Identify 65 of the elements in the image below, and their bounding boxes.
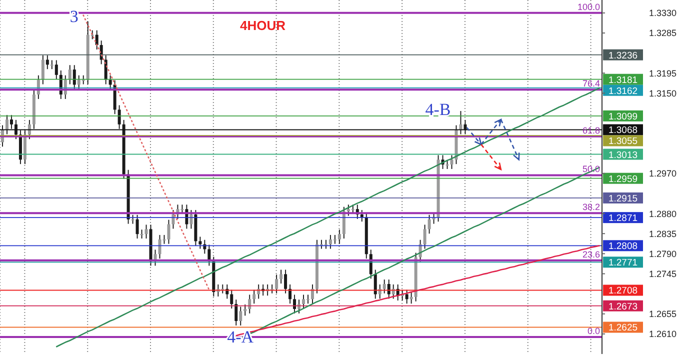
candlestick <box>450 154 454 170</box>
ref-line-label: 1.2808 <box>608 241 638 252</box>
candlestick <box>275 274 278 294</box>
candlestick <box>423 224 426 250</box>
y-tick-label: 1.2790 <box>649 248 677 259</box>
ref-line-label: 1.2625 <box>608 322 638 334</box>
candlestick <box>108 74 112 90</box>
candlestick <box>405 289 408 304</box>
candlestick <box>284 269 288 294</box>
y-tick-label: 1.2655 <box>649 309 677 320</box>
y-tick-label: 1.2835 <box>649 228 677 239</box>
candlestick <box>459 110 462 135</box>
y-tick-label: 1.2880 <box>649 208 677 219</box>
candlestick <box>428 214 431 234</box>
candlestick <box>226 284 229 300</box>
ref-line-label: 1.3013 <box>608 150 638 161</box>
ref-line-label: 1.3099 <box>608 111 638 122</box>
ref-line-label: 1.3162 <box>608 86 638 97</box>
ref-line-label: 1.3068 <box>608 125 638 136</box>
candlestick <box>360 209 364 222</box>
candlestick <box>198 236 202 250</box>
ref-line-label: 1.2708 <box>608 286 638 297</box>
y-tick-label: 1.2970 <box>649 168 677 179</box>
candlestick <box>167 219 170 244</box>
candlestick <box>46 54 49 70</box>
annotation: 4-B <box>425 100 451 120</box>
candlestick <box>293 294 296 314</box>
ref-line-label: 1.3055 <box>608 136 638 148</box>
candlestick <box>158 234 162 260</box>
ref-line-label: 1.2673 <box>608 301 638 312</box>
annotation: 0.0 <box>587 326 600 336</box>
y-tick-label: 1.3150 <box>649 88 677 98</box>
line-series <box>56 87 600 348</box>
ref-line-label: 1.2959 <box>608 174 638 185</box>
candlestick <box>387 279 390 300</box>
candlestick <box>288 284 292 304</box>
annotation: 100.0 <box>577 2 600 12</box>
candlestick <box>172 209 175 230</box>
y-tick-label: 1.3195 <box>649 68 677 78</box>
y-tick-label: 1.3330 <box>649 8 677 18</box>
annotation: 76.4 <box>582 78 600 89</box>
candlestick <box>252 289 256 304</box>
candlestick <box>234 299 238 326</box>
y-tick-label: 1.3285 <box>649 28 677 38</box>
y-tick-label: 1.2610 <box>649 329 677 340</box>
candlestick <box>54 60 58 80</box>
candlestick <box>28 119 31 140</box>
candlestick <box>136 214 139 240</box>
ref-line-label: 1.2871 <box>608 213 638 224</box>
ref-line-label: 1.2771 <box>608 258 638 269</box>
candlestick <box>374 269 377 300</box>
candlestick <box>95 30 98 50</box>
annotation: 23.6 <box>582 249 600 260</box>
candlestick <box>257 284 260 300</box>
ref-line-label: 1.2915 <box>608 193 638 204</box>
candlestick <box>248 294 252 314</box>
candlestick <box>338 229 341 244</box>
y-tick-label: 1.2745 <box>649 268 677 279</box>
annotation: 38.2 <box>582 202 600 212</box>
ref-line-label: 1.3181 <box>608 74 638 86</box>
text: 4HOUR <box>240 18 286 33</box>
ref-line-label: 1.3236 <box>608 50 638 62</box>
line-series <box>82 14 210 290</box>
candlestick <box>310 284 314 304</box>
candlestick <box>230 289 234 310</box>
